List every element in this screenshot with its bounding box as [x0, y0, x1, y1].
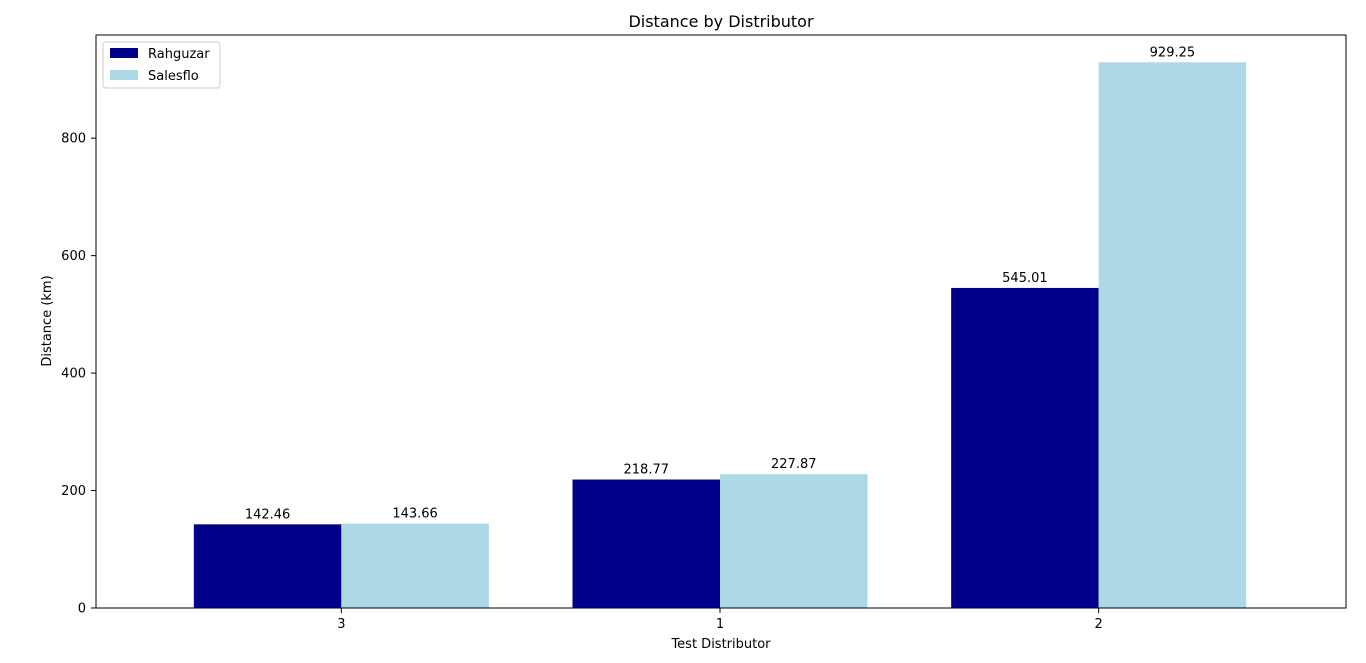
- bar-rahguzar-3: [193, 524, 342, 608]
- bar-salesflo-1: [720, 474, 868, 608]
- legend-swatch-rahguzar: [110, 48, 138, 58]
- value-label-rahguzar-1: 218.77: [624, 463, 670, 478]
- x-axis-label: Test Distributor: [670, 637, 771, 652]
- bar-rahguzar-2: [951, 287, 1099, 608]
- value-label-salesflo-2: 929.25: [1150, 45, 1196, 60]
- y-tick-label: 800: [61, 132, 86, 147]
- plot-area-frame: [95, 34, 1347, 609]
- y-tick-label: 0: [78, 602, 86, 617]
- value-label-rahguzar-3: 142.46: [245, 507, 291, 522]
- x-tick-label: 2: [1095, 617, 1103, 632]
- y-tick-label: 600: [61, 249, 86, 264]
- bar-salesflo-3: [341, 523, 489, 608]
- x-tick-label: 3: [337, 617, 345, 632]
- y-axis: 0 200 400 600 800: [61, 132, 96, 617]
- x-tick-label: 1: [716, 617, 724, 632]
- value-labels-layer: 142.46 143.66 218.77 227.87 545.01 929.25: [245, 45, 1195, 522]
- y-tick-label: 200: [61, 484, 86, 499]
- y-tick-label: 400: [61, 367, 86, 382]
- chart-title: Distance by Distributor: [628, 12, 814, 31]
- legend-label-salesflo: Salesflo: [148, 69, 199, 84]
- y-axis-label: Distance (km): [40, 275, 55, 366]
- value-label-rahguzar-2: 545.01: [1002, 271, 1048, 286]
- x-axis: 3 1 2: [337, 608, 1103, 632]
- bars-layer: [193, 62, 1247, 609]
- bar-salesflo-2: [1098, 62, 1247, 609]
- value-label-salesflo-1: 227.87: [771, 457, 817, 472]
- legend-swatch-salesflo: [110, 70, 138, 80]
- value-label-salesflo-3: 143.66: [392, 507, 438, 522]
- legend: Rahguzar Salesflo: [102, 41, 221, 89]
- bar-rahguzar-1: [572, 479, 720, 608]
- legend-label-rahguzar: Rahguzar: [148, 47, 210, 62]
